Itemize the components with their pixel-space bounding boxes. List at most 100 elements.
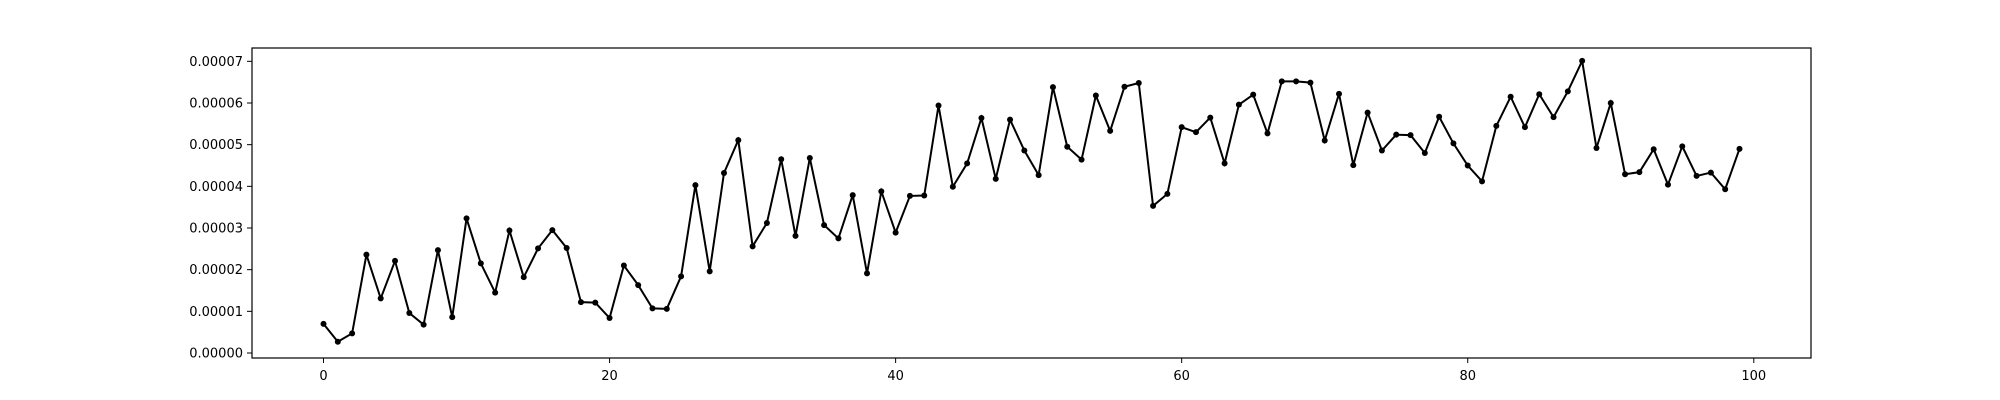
data-point (406, 310, 413, 316)
data-point (1035, 172, 1042, 179)
data-point (420, 321, 427, 328)
data-point (535, 245, 542, 252)
data-point (1707, 169, 1714, 176)
data-point (1207, 114, 1214, 121)
data-point (964, 160, 971, 167)
data-point (520, 274, 527, 281)
data-point (1450, 140, 1457, 147)
data-point (1135, 80, 1142, 86)
data-point (1321, 137, 1328, 144)
data-point (549, 227, 556, 234)
y-tick-label: 0.00004 (189, 180, 243, 195)
data-point (749, 243, 756, 250)
data-point (563, 245, 570, 251)
data-point (635, 282, 642, 289)
data-point (806, 155, 813, 161)
data-point (949, 183, 956, 190)
data-point (992, 175, 999, 182)
data-point (1622, 171, 1629, 178)
data-point (1007, 116, 1014, 123)
x-axis: 0 20 40 60 80 100 (319, 358, 1766, 384)
data-point (1278, 78, 1285, 85)
data-point (363, 251, 370, 258)
data-point (592, 299, 599, 306)
data-point (1064, 143, 1071, 150)
y-tick-label: 0.00003 (189, 222, 243, 237)
data-point (577, 299, 584, 306)
data-point (763, 220, 770, 226)
data-point (1221, 160, 1228, 167)
data-point (1150, 202, 1157, 209)
series-markers (320, 57, 1743, 345)
data-point (1593, 145, 1600, 151)
data-point (792, 232, 799, 239)
data-point (1550, 114, 1557, 121)
data-point (935, 102, 942, 109)
y-tick-label: 0.00007 (189, 55, 243, 70)
data-point (1049, 84, 1056, 91)
data-point (506, 227, 513, 234)
data-point (1164, 190, 1171, 197)
x-tick-label: 60 (1173, 369, 1190, 384)
data-point (1693, 172, 1700, 179)
data-point (1092, 92, 1099, 99)
data-point (1307, 79, 1314, 86)
y-tick-label: 0.00002 (189, 263, 243, 278)
y-axis: 0.00000 0.00001 0.00002 0.00003 0.00004 0.000… (189, 55, 252, 362)
data-point (606, 315, 613, 321)
data-point (349, 330, 356, 337)
data-point (720, 170, 727, 176)
data-point (1378, 147, 1385, 154)
data-point (878, 188, 885, 195)
x-tick-label: 0 (319, 369, 327, 384)
data-point (735, 137, 742, 144)
data-point (706, 268, 713, 275)
data-point (1264, 130, 1271, 137)
data-point (320, 320, 327, 327)
data-point (1235, 101, 1242, 108)
data-point (1736, 145, 1743, 152)
data-point (678, 273, 685, 280)
data-point (1393, 131, 1400, 138)
data-point (1493, 122, 1500, 129)
data-point (1192, 129, 1199, 136)
data-point (1107, 127, 1114, 134)
data-point (463, 215, 470, 222)
data-point (821, 222, 828, 229)
data-point (449, 314, 456, 321)
data-point (1464, 162, 1471, 169)
data-point (892, 229, 899, 236)
y-tick-label: 0.00001 (189, 305, 243, 320)
data-point (649, 305, 656, 312)
data-point (620, 262, 627, 269)
plot-area (252, 48, 1811, 358)
data-point (1579, 57, 1586, 64)
data-point (1350, 162, 1357, 169)
data-point (1607, 100, 1614, 106)
data-point (392, 257, 399, 264)
data-point (1364, 109, 1371, 116)
data-point (692, 182, 699, 189)
data-point (1436, 113, 1443, 120)
data-point (835, 235, 842, 242)
data-point (1121, 83, 1128, 90)
data-point (1407, 132, 1414, 139)
data-point (1421, 150, 1428, 156)
x-tick-label: 100 (1741, 369, 1766, 384)
data-point (864, 270, 871, 277)
data-point (377, 295, 384, 302)
data-point (477, 260, 484, 267)
data-point (1664, 181, 1671, 188)
data-point (1021, 147, 1028, 154)
y-tick-label: 0.00005 (189, 138, 243, 153)
data-point (1250, 91, 1257, 98)
data-point (1479, 178, 1486, 185)
x-tick-label: 40 (887, 369, 904, 384)
axes-frame (251, 47, 1812, 359)
data-point (1178, 124, 1185, 131)
y-tick-label: 0.00006 (189, 97, 243, 112)
data-point (1636, 169, 1643, 176)
data-point (492, 289, 499, 296)
data-point (849, 192, 856, 199)
